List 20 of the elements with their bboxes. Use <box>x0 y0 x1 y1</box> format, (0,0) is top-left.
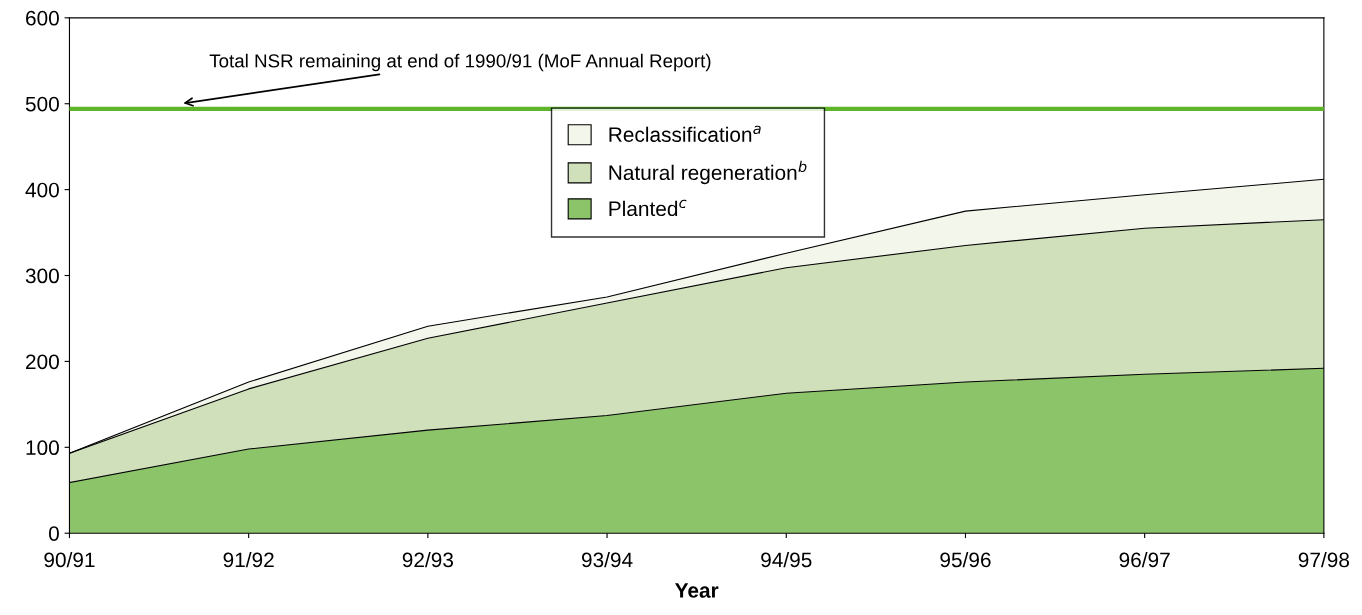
y-tick-label: 0 <box>48 526 59 541</box>
y-tick-label: 200 <box>26 354 59 370</box>
legend-label: Natural regeneration$^{b}$ <box>609 160 807 185</box>
x-tick-label: 92/93 <box>402 551 454 568</box>
ref-line-label: Total NSR remaining at end of 1990/91 (MoF Annual Report) <box>209 53 711 72</box>
x-axis-title: Year <box>675 583 719 598</box>
legend-label: Reclassification$^{a}$ <box>609 125 761 142</box>
x-tick-label: 93/94 <box>581 551 633 568</box>
legend-label: Planted$^{c}$ <box>609 199 687 217</box>
x-tick-label: 97/98 <box>1298 551 1350 568</box>
y-tick-label: 100 <box>26 440 59 456</box>
y-tick-label: 300 <box>25 268 59 284</box>
y-tick-label: 600 <box>26 10 59 26</box>
y-tick-label: 400 <box>25 182 59 198</box>
x-tick-label: 96/97 <box>1119 551 1170 568</box>
y-tick-label: 500 <box>25 96 59 112</box>
x-tick-label: 90/91 <box>44 551 95 568</box>
x-tick-label: 94/95 <box>761 551 812 568</box>
x-tick-label: 91/92 <box>223 551 274 568</box>
x-tick-label: 95/96 <box>940 551 991 568</box>
